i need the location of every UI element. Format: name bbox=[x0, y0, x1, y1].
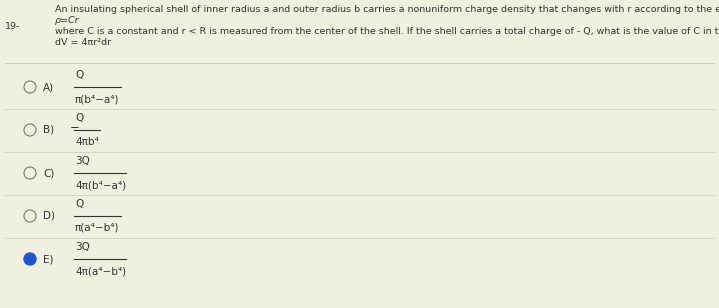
Text: Q: Q bbox=[75, 113, 83, 123]
Text: 19-: 19- bbox=[5, 22, 20, 31]
Text: −: − bbox=[70, 120, 80, 133]
Text: 4π(a⁴−b⁴): 4π(a⁴−b⁴) bbox=[75, 266, 126, 276]
Text: A): A) bbox=[43, 82, 54, 92]
Text: Q: Q bbox=[75, 70, 83, 80]
Text: 4π(b⁴−a⁴): 4π(b⁴−a⁴) bbox=[75, 180, 126, 190]
Text: 3Q: 3Q bbox=[75, 156, 90, 166]
Text: 3Q: 3Q bbox=[75, 242, 90, 252]
Text: C): C) bbox=[43, 168, 55, 178]
Text: 4πb⁴: 4πb⁴ bbox=[75, 137, 99, 147]
Text: An insulating spherical shell of inner radius a and outer radius b carries a non: An insulating spherical shell of inner r… bbox=[55, 5, 719, 14]
Text: π(a⁴−b⁴): π(a⁴−b⁴) bbox=[75, 223, 119, 233]
Text: π(b⁴−a⁴): π(b⁴−a⁴) bbox=[75, 94, 119, 104]
Text: ρ=Cr: ρ=Cr bbox=[55, 16, 80, 25]
Text: Q: Q bbox=[75, 199, 83, 209]
Text: B): B) bbox=[43, 125, 54, 135]
Circle shape bbox=[24, 253, 36, 265]
Text: E): E) bbox=[43, 254, 53, 264]
Text: where C is a constant and r < R is measured from the center of the shell. If the: where C is a constant and r < R is measu… bbox=[55, 27, 719, 36]
Text: D): D) bbox=[43, 211, 55, 221]
Text: dV = 4πr²dr: dV = 4πr²dr bbox=[55, 38, 111, 47]
